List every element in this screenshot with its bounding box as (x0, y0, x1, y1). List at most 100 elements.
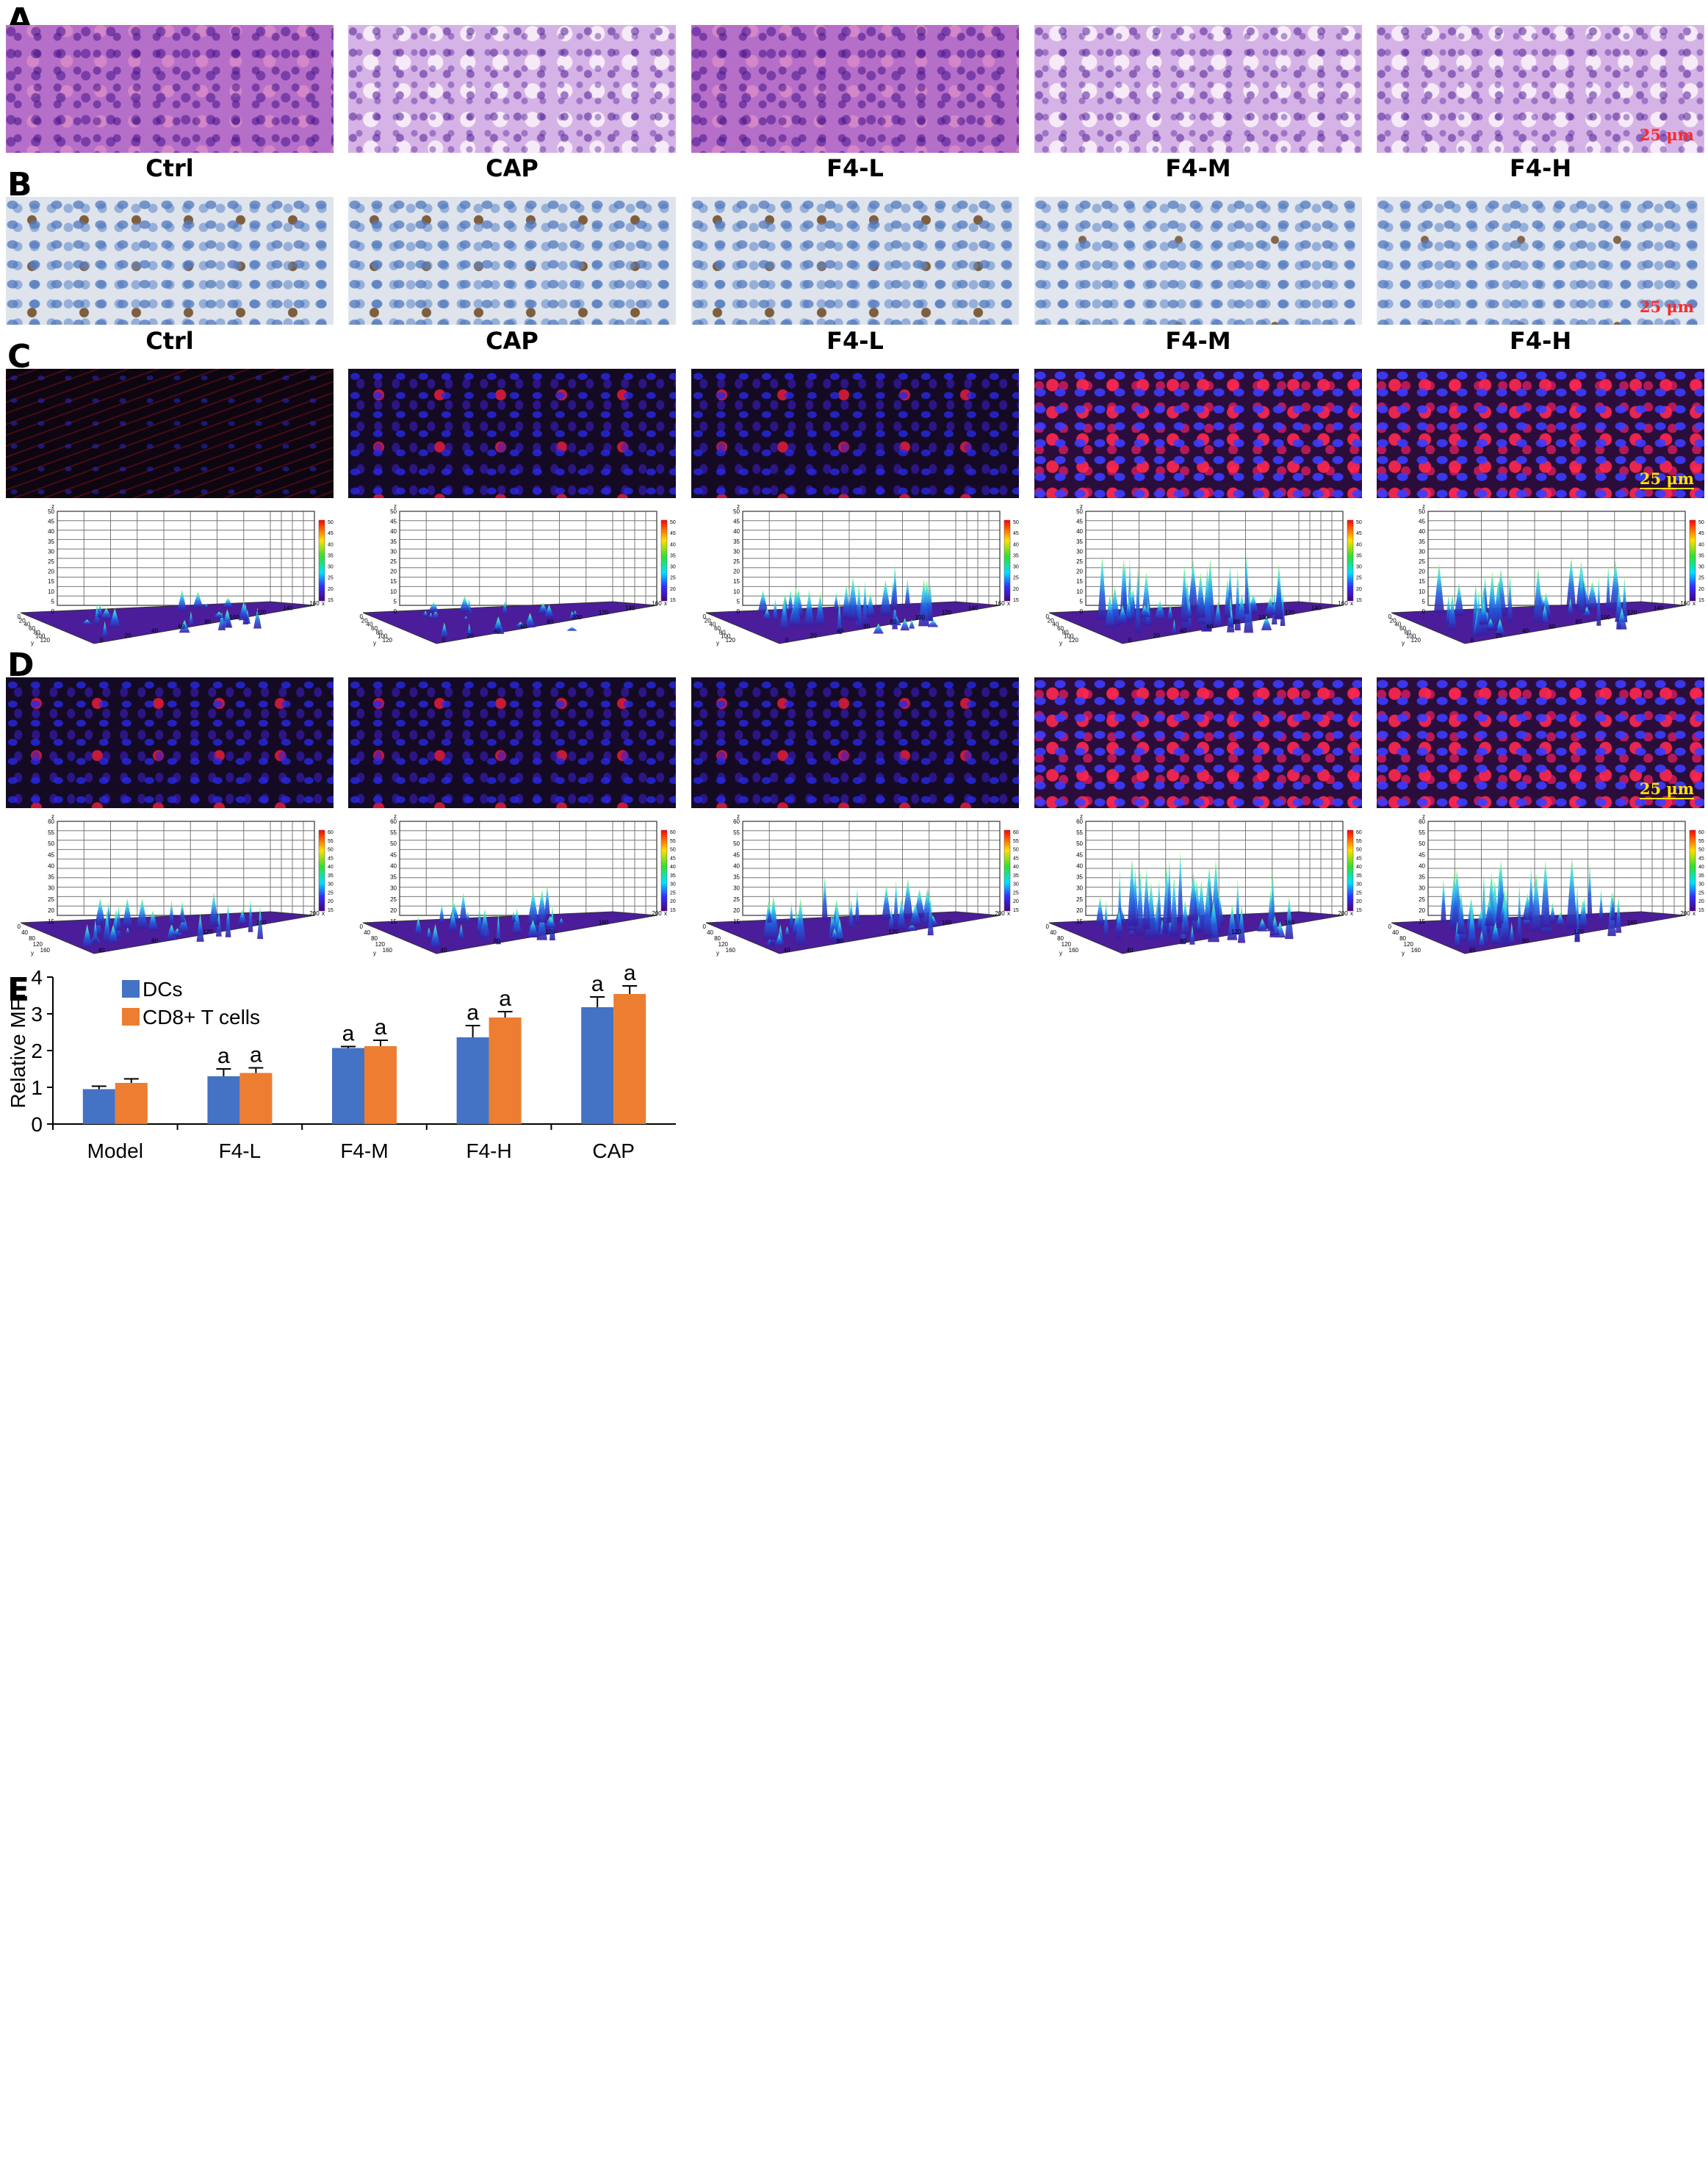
z-tick-label: 0 (51, 608, 55, 615)
z-tick-label: 5 (394, 598, 397, 605)
colorbar-tick-label: 55 (1013, 839, 1019, 844)
y-tick-label: 100 (35, 633, 46, 640)
surface-peak (779, 597, 789, 630)
surface-peak (1264, 597, 1276, 616)
group-label: F4-M (1165, 154, 1231, 182)
group-label: Ctrl (145, 327, 194, 355)
surface-peak (1476, 590, 1482, 636)
y-tick-label: 80 (714, 935, 721, 942)
surface-peak (248, 898, 253, 932)
panel-letter-d: D (7, 647, 35, 684)
surface-peak (1522, 893, 1533, 921)
micrograph-if-c-2 (348, 369, 676, 498)
x-axis-label: x (1350, 910, 1353, 917)
surface-peak (1131, 868, 1139, 926)
scale-bar-label: 25 μm (1639, 469, 1694, 489)
surface-peak (1224, 577, 1231, 618)
colorbar-tick-label: 40 (1356, 542, 1362, 547)
colorbar-tick-label: 50 (1698, 520, 1704, 525)
colorbar (1347, 829, 1354, 912)
colorbar-tick-label: 60 (1013, 830, 1019, 835)
colorbar-tick-label: 40 (1356, 865, 1362, 870)
z-tick-label: 60 (733, 818, 740, 825)
colorbar-tick-label: 35 (670, 553, 676, 558)
y-axis-label: Relative MFI (7, 993, 29, 1108)
colorbar-tick-label: 15 (1013, 908, 1019, 913)
surface-peak (93, 604, 101, 625)
colorbar (1003, 519, 1011, 602)
surface-peak (226, 611, 231, 627)
z-tick-label: 50 (390, 508, 397, 515)
z-tick-label: 30 (1076, 548, 1083, 555)
x-tick-label: 0 (1471, 637, 1474, 644)
surface-peak (544, 884, 551, 918)
y-tick-label: 40 (707, 929, 713, 936)
z-tick-label: 20 (1076, 907, 1083, 914)
colorbar-tick-label: 50 (670, 848, 676, 853)
colorbar-tick-label: 25 (1356, 576, 1362, 581)
legend-label: DCs (143, 978, 182, 1001)
surface-peak (909, 619, 915, 629)
surface-peak (1180, 564, 1189, 622)
z-tick-label: 45 (1076, 851, 1083, 858)
surface-peak (1228, 608, 1234, 627)
colorbar-tick-label: 25 (328, 890, 334, 896)
x-tick-label: 160 (995, 600, 1005, 607)
surface-peak (238, 601, 249, 621)
x-tick-label: 200 (652, 910, 662, 917)
surface-peak (125, 927, 131, 934)
colorbar-tick-label: 20 (328, 587, 334, 592)
surface-peak (459, 892, 468, 923)
surface-peak (784, 926, 790, 936)
colorbar-tick-label: 40 (1013, 865, 1019, 870)
x-tick-label: 140 (968, 605, 979, 611)
x-tick-label: 20 (1496, 633, 1502, 639)
surface-peak (1167, 857, 1172, 923)
surface-peak (841, 584, 851, 619)
surface-peak (787, 589, 794, 613)
bar-dcs (207, 1076, 240, 1124)
z-tick-label: 15 (48, 578, 54, 585)
micrograph-if-c-1 (6, 369, 334, 498)
colorbar-tick-label: 35 (1356, 553, 1362, 558)
bar-cd8-t-cells (613, 994, 646, 1124)
legend-swatch (122, 1008, 140, 1026)
surface-peak (1586, 580, 1599, 610)
y-axis-label: y (31, 640, 34, 647)
x-tick-label: 140 (283, 605, 293, 611)
surface-peak (116, 905, 121, 931)
surface-peak (527, 919, 539, 938)
micrograph-if-c-4 (1034, 369, 1362, 498)
surface-peak (774, 933, 784, 946)
significance-label: a (250, 1043, 262, 1067)
colorbar-tick-label: 55 (1698, 839, 1704, 844)
group-label: F4-L (826, 154, 884, 182)
surface-peak (215, 910, 222, 937)
colorbar-tick-label: 40 (670, 865, 676, 870)
z-tick-label: 15 (390, 578, 397, 585)
x-tick-label: 80 (205, 619, 212, 625)
colorbar (1689, 519, 1696, 602)
colorbar-tick-label: 25 (1698, 890, 1704, 896)
z-tick-label: 10 (1076, 588, 1083, 595)
x-axis-label: x (322, 600, 325, 607)
bar-dcs (581, 1007, 614, 1124)
z-tick-label: 45 (48, 519, 54, 525)
colorbar-tick-label: 30 (1356, 565, 1362, 570)
x-axis-label: x (322, 910, 325, 917)
surface-peak (1154, 899, 1160, 937)
z-tick-label: 25 (390, 558, 397, 565)
y-tick-label: 80 (1405, 629, 1411, 635)
surface-peak (888, 907, 895, 930)
colorbar (1347, 519, 1354, 602)
surface-peak (873, 623, 884, 634)
x-tick-label: F4-H (466, 1139, 511, 1162)
colorbar-tick-label: 50 (328, 520, 334, 525)
surface-peak (1616, 608, 1627, 630)
x-tick-label: 40 (1469, 947, 1476, 954)
x-tick-label: 40 (1522, 628, 1529, 635)
x-tick-label: 140 (625, 605, 635, 611)
significance-label: a (624, 962, 636, 985)
surface-peak (179, 619, 190, 633)
